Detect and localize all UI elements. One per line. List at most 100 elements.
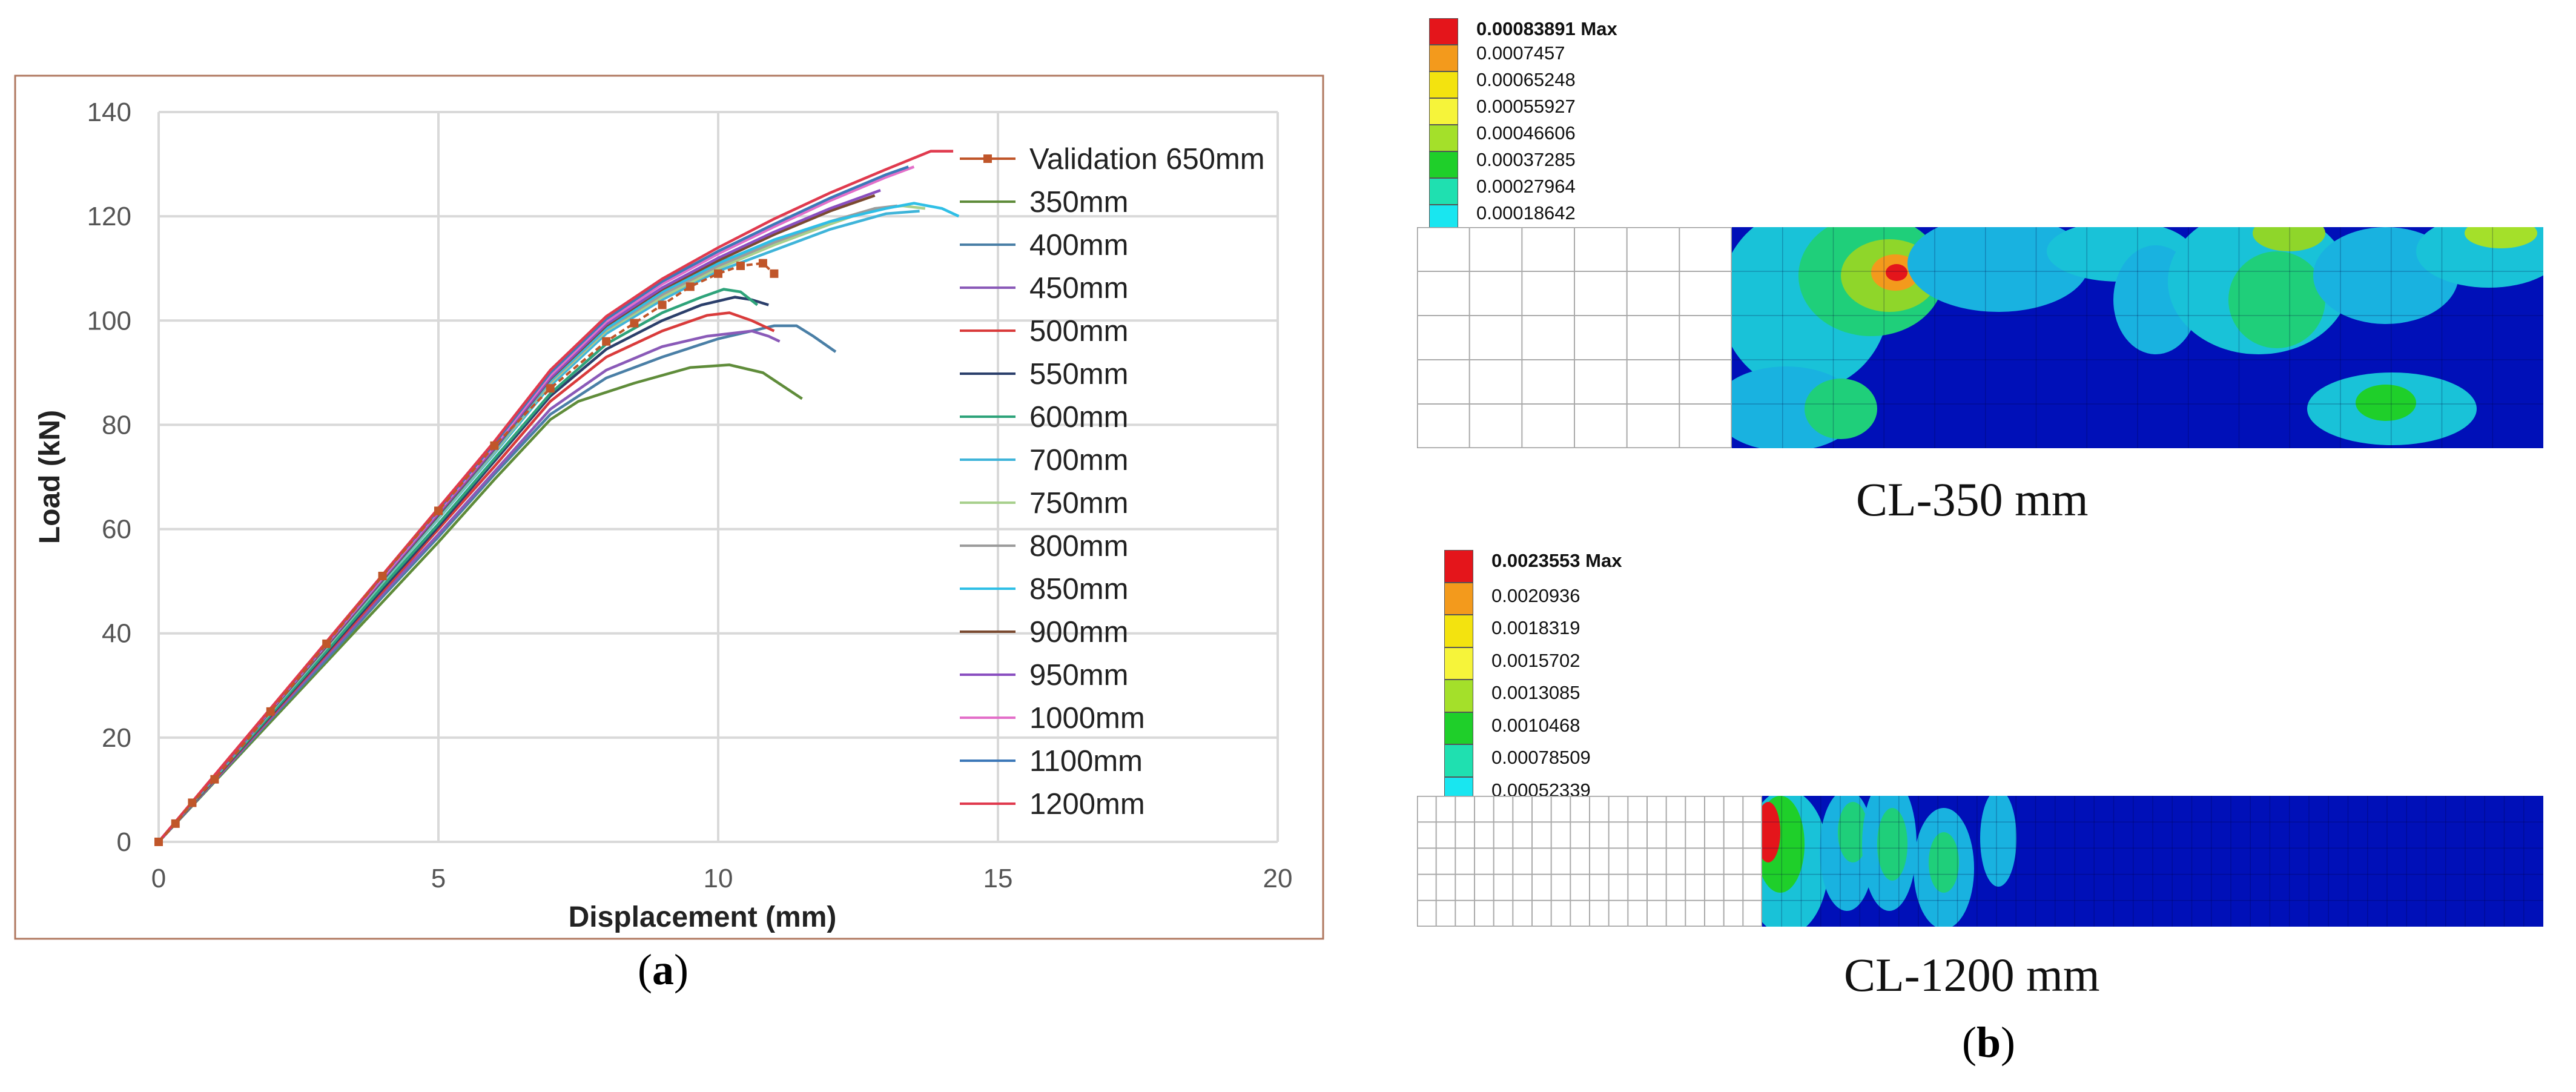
legend-label: 1200mm: [1029, 788, 1145, 821]
legend-value-label: 0.0010468: [1491, 714, 1580, 736]
x-tick-label: 15: [983, 864, 1013, 893]
legend-color-swatch: [1429, 45, 1458, 71]
y-axis-label: Load (kN): [34, 410, 66, 544]
legend-color-swatch: [1429, 178, 1458, 205]
legend-color-swatch: [1429, 18, 1458, 45]
data-point: [546, 384, 555, 393]
data-point: [758, 259, 767, 268]
contour-region: [2253, 227, 2325, 251]
data-point: [378, 572, 387, 581]
contour-region: [1886, 264, 1907, 281]
legend-value-label: 0.00055927: [1476, 96, 1576, 117]
x-tick-label: 20: [1263, 864, 1293, 893]
data-point: [434, 506, 443, 515]
data-point: [602, 337, 611, 346]
contour-region: [1762, 802, 1780, 862]
mesh-grid-left: [1416, 795, 1763, 927]
data-point: [714, 269, 722, 278]
y-tick-label: 60: [102, 515, 131, 544]
data-point: [490, 441, 499, 450]
legend-color-swatch: [1444, 550, 1473, 583]
series-line-6: [157, 288, 759, 843]
mesh-grid-lines: [1416, 795, 1763, 927]
strain-contour-plot: [1732, 227, 2543, 448]
legend-value-label: 0.0007457: [1476, 42, 1565, 64]
y-tick-label: 40: [102, 619, 131, 649]
legend-color-swatch: [1444, 615, 1473, 647]
legend-value-label: 0.00027964: [1476, 176, 1576, 197]
series-line-1: [157, 363, 803, 843]
legend-label: 950mm: [1029, 659, 1128, 692]
legend-color-swatch: [1444, 582, 1473, 615]
legend-label: 700mm: [1029, 444, 1128, 477]
legend-value-label: 0.0020936: [1491, 584, 1580, 606]
legend-color-swatch: [1444, 647, 1473, 680]
data-point: [154, 838, 163, 846]
contour-region: [1838, 802, 1868, 862]
mesh-grid-lines: [1416, 227, 1732, 449]
strain-contour-shapes: [1762, 796, 2543, 927]
legend-value-label: 0.00037285: [1476, 149, 1576, 170]
y-tick-label: 100: [87, 306, 131, 336]
fe-caption: CL-350 mm: [1856, 473, 2089, 526]
chart-frame: [14, 74, 1324, 940]
contour-region: [1907, 227, 2089, 312]
x-tick-label: 0: [151, 864, 166, 893]
x-axis-label: Displacement (mm): [569, 901, 837, 933]
panel-label-b: (b): [1962, 1018, 2016, 1067]
data-point: [210, 775, 219, 784]
legend-label: 500mm: [1029, 315, 1128, 348]
legend-marker: [983, 154, 992, 163]
legend-value-label: 0.0018319: [1491, 617, 1580, 638]
legend-color-swatch: [1429, 98, 1458, 125]
strain-contour-plot: [1762, 796, 2543, 927]
y-tick-label: 120: [87, 202, 131, 231]
legend-color-swatch: [1444, 712, 1473, 744]
contour-region: [2228, 251, 2325, 348]
y-tick-label: 0: [117, 827, 131, 857]
strain-contour-shapes: [1732, 227, 2543, 448]
x-tick-label: 5: [431, 864, 446, 893]
data-point: [171, 819, 180, 828]
fe-caption: CL-1200 mm: [1844, 948, 2100, 1001]
legend-value-label: 0.00083891 Max: [1476, 18, 1617, 39]
fe-panel-cl-350: 0.00083891 Max 0.0007457 0.00065248 0.00055…: [1416, 12, 2568, 539]
contour-region: [1929, 832, 1959, 893]
legend-color-swatch: [1429, 151, 1458, 178]
legend-value-label: 0.00065248: [1476, 69, 1576, 90]
x-tick-label: 10: [704, 864, 733, 893]
series-line-15: [157, 150, 954, 843]
legend-label: 400mm: [1029, 229, 1128, 262]
mesh-grid-left: [1416, 227, 1732, 449]
legend-label: 600mm: [1029, 401, 1128, 434]
legend-value-label: 0.0013085: [1491, 682, 1580, 703]
legend-label: 900mm: [1029, 616, 1128, 649]
fe-panel-cl-1200: 0.0023553 Max 0.0020936 0.0018319 0.0015702…: [1416, 545, 2568, 1018]
data-point: [266, 707, 275, 716]
legend-color-swatch: [1429, 71, 1458, 98]
legend-value-label: 0.00078509: [1491, 747, 1591, 768]
legend-value-label: 0.00046606: [1476, 122, 1576, 144]
data-point: [736, 261, 745, 270]
data-point: [322, 639, 331, 648]
legend-color-swatch: [1444, 744, 1473, 777]
y-tick-label: 140: [87, 98, 131, 127]
y-tick-label: 20: [102, 723, 131, 753]
legend-value-label: 0.0023553 Max: [1491, 550, 1622, 571]
data-point: [630, 319, 639, 328]
data-point: [770, 269, 779, 278]
legend-label: 850mm: [1029, 573, 1128, 606]
legend-label: Validation 650mm: [1029, 143, 1265, 176]
contour-region: [2465, 227, 2537, 248]
y-tick-label: 80: [102, 410, 131, 440]
legend-color-swatch: [1444, 680, 1473, 712]
contour-region: [1980, 796, 2016, 887]
data-point: [685, 282, 695, 291]
panel-label-a: (a): [638, 945, 689, 994]
contour-region: [1877, 808, 1907, 881]
contour-region: [2356, 385, 2416, 421]
legend-value-label: 0.0015702: [1491, 649, 1580, 671]
data-point: [658, 300, 667, 309]
legend-color-swatch: [1429, 125, 1458, 151]
legend-label: 800mm: [1029, 530, 1128, 563]
